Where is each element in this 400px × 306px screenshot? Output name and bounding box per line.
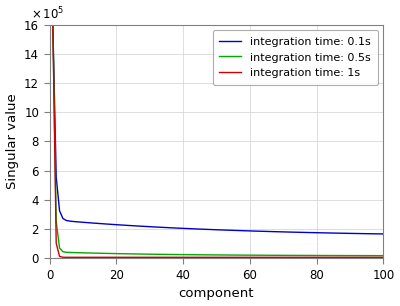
integration time: 0.1s: (100, 1.68e+05): 0.1s: (100, 1.68e+05) (381, 232, 386, 236)
integration time: 1s: (53, 8e+03): 1s: (53, 8e+03) (224, 256, 229, 259)
X-axis label: component: component (179, 287, 254, 300)
integration time: 0.5s: (52, 2.38e+04): 0.5s: (52, 2.38e+04) (221, 253, 226, 257)
Line: integration time: 0.1s: integration time: 0.1s (53, 26, 383, 234)
Line: integration time: 0.5s: integration time: 0.5s (53, 26, 383, 256)
integration time: 0.1s: (52, 1.95e+05): 0.1s: (52, 1.95e+05) (221, 228, 226, 232)
Y-axis label: Singular value: Singular value (6, 94, 18, 189)
Line: integration time: 1s: integration time: 1s (53, 26, 383, 257)
integration time: 0.1s: (24, 2.25e+05): 0.1s: (24, 2.25e+05) (127, 224, 132, 227)
integration time: 1s: (61, 8e+03): 1s: (61, 8e+03) (251, 256, 256, 259)
integration time: 0.1s: (20, 2.31e+05): 0.1s: (20, 2.31e+05) (114, 223, 119, 226)
integration time: 1s: (100, 8e+03): 1s: (100, 8e+03) (381, 256, 386, 259)
integration time: 0.5s: (1, 1.59e+06): 0.5s: (1, 1.59e+06) (50, 24, 55, 28)
Text: $\times\,10^5$: $\times\,10^5$ (31, 6, 64, 22)
integration time: 0.5s: (60, 2.26e+04): 0.5s: (60, 2.26e+04) (248, 253, 252, 257)
integration time: 0.5s: (95, 1.96e+04): 0.5s: (95, 1.96e+04) (364, 254, 369, 257)
integration time: 0.5s: (24, 3.15e+04): 0.5s: (24, 3.15e+04) (127, 252, 132, 256)
integration time: 1s: (24, 8e+03): 1s: (24, 8e+03) (127, 256, 132, 259)
integration time: 1s: (20, 8e+03): 1s: (20, 8e+03) (114, 256, 119, 259)
integration time: 0.5s: (20, 3.33e+04): 0.5s: (20, 3.33e+04) (114, 252, 119, 256)
integration time: 0.1s: (1, 1.59e+06): 0.1s: (1, 1.59e+06) (50, 24, 55, 28)
integration time: 0.5s: (92, 1.98e+04): 0.5s: (92, 1.98e+04) (354, 254, 359, 257)
integration time: 1s: (1, 1.59e+06): 1s: (1, 1.59e+06) (50, 24, 55, 28)
Legend: integration time: 0.1s, integration time: 0.5s, integration time: 1s: integration time: 0.1s, integration time… (212, 30, 378, 85)
integration time: 0.1s: (92, 1.71e+05): 0.1s: (92, 1.71e+05) (354, 232, 359, 235)
integration time: 0.5s: (100, 1.94e+04): 0.5s: (100, 1.94e+04) (381, 254, 386, 257)
integration time: 0.1s: (60, 1.88e+05): 0.1s: (60, 1.88e+05) (248, 229, 252, 233)
integration time: 0.1s: (95, 1.7e+05): 0.1s: (95, 1.7e+05) (364, 232, 369, 236)
integration time: 1s: (93, 8e+03): 1s: (93, 8e+03) (358, 256, 362, 259)
integration time: 1s: (39, 8e+03): 1s: (39, 8e+03) (177, 256, 182, 259)
integration time: 1s: (96, 8e+03): 1s: (96, 8e+03) (368, 256, 372, 259)
